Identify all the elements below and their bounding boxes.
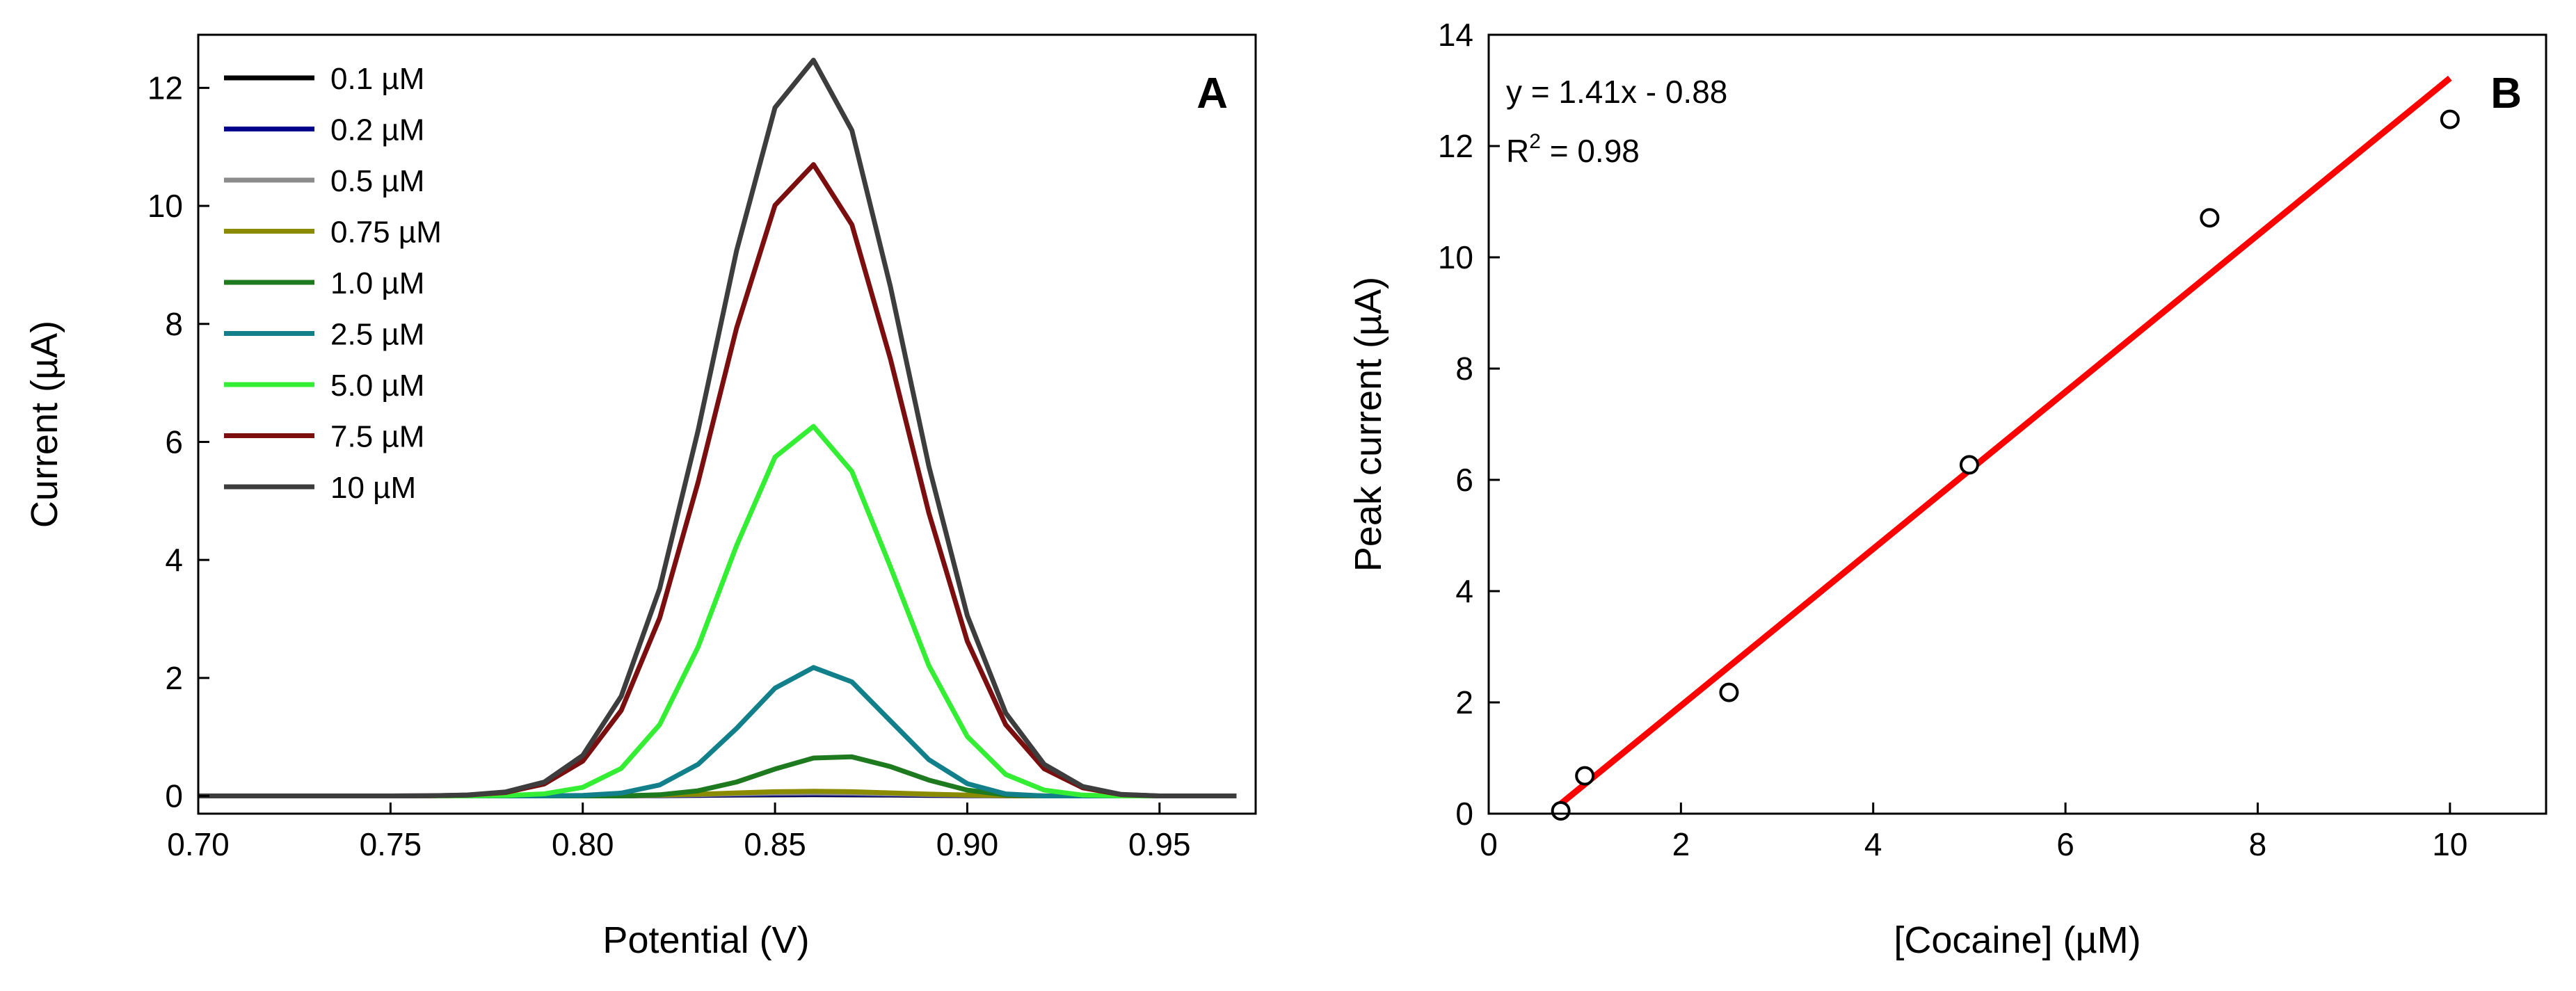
panel-a-y-tick-label: 8 bbox=[165, 306, 183, 342]
panel-a-y-tick-label: 6 bbox=[165, 424, 183, 460]
fit-line bbox=[1555, 75, 2452, 809]
legend-entry-4: 0.75 µM bbox=[330, 216, 442, 250]
legend-entry-6: 2.5 µM bbox=[330, 318, 424, 352]
panel-b-frame bbox=[1487, 33, 2547, 815]
panel-b-fit bbox=[1555, 75, 2452, 809]
data-point-4 bbox=[1959, 455, 1979, 475]
panel-b-x-tick-label: 6 bbox=[2056, 826, 2074, 862]
panel-b-y-axis-label: Peak current (µA) bbox=[1347, 277, 1389, 572]
panel-a-x-tick-label: 0.90 bbox=[936, 826, 999, 862]
panel-b-y-tick-label: 10 bbox=[1438, 239, 1473, 275]
panel-a-y-tick-label: 0 bbox=[165, 778, 183, 814]
panel-a-y-tick-label: 2 bbox=[165, 660, 183, 696]
panel-a-series bbox=[198, 58, 1237, 798]
panel-b-y-tick-label: 8 bbox=[1455, 351, 1473, 387]
panel-a-x-tick-label: 0.85 bbox=[744, 826, 806, 862]
panel-a-label: A bbox=[1197, 70, 1228, 118]
legend-entry-5: 1.0 µM bbox=[330, 266, 424, 300]
legend-entry-2: 0.2 µM bbox=[330, 113, 424, 147]
panel-b-x-tick-label: 10 bbox=[2432, 826, 2467, 862]
data-point-5 bbox=[2200, 208, 2220, 228]
series-line-5 bbox=[198, 754, 1237, 798]
legend-entry-3: 0.5 µM bbox=[330, 164, 424, 198]
data-point-6 bbox=[2440, 109, 2460, 129]
fit-r-squared: R2 = 0.98 bbox=[1506, 130, 1640, 169]
data-point-1 bbox=[1551, 801, 1571, 821]
panel-b: 0 2 4 6 8 10 0 2 4 6 8 10 12 14 B y = 1.41x - 0.88 R… bbox=[1347, 17, 2547, 961]
panel-a-y-axis-label: Current (µA) bbox=[24, 321, 65, 528]
legend-entry-9: 10 µM bbox=[330, 471, 416, 505]
legend-entry-8: 7.5 µM bbox=[330, 420, 424, 454]
r2-superscript: 2 bbox=[1529, 130, 1541, 153]
panel-b-y-tick-label: 14 bbox=[1438, 17, 1473, 53]
r2-value: = 0.98 bbox=[1541, 133, 1640, 169]
panel-b-x-tick-label: 2 bbox=[1672, 826, 1690, 862]
panel-b-points bbox=[1551, 109, 2460, 821]
fit-equation: y = 1.41x - 0.88 bbox=[1506, 74, 1727, 110]
panel-a-y-tick-label: 4 bbox=[165, 542, 183, 578]
panel-a-y-tick-label: 10 bbox=[147, 188, 183, 224]
panel-a-x-tick-label: 0.70 bbox=[167, 826, 230, 862]
data-point-2 bbox=[1575, 766, 1595, 786]
panel-b-label: B bbox=[2490, 70, 2522, 118]
panel-b-y-tick-label: 12 bbox=[1438, 128, 1473, 164]
panel-a-x-tick-label: 0.80 bbox=[552, 826, 614, 862]
panel-a-legend: 0.1 µM 0.2 µM 0.5 µM 0.75 µM 1.0 µM 2.5 µM 5.0… bbox=[224, 62, 442, 505]
panel-a-x-tick-label: 0.95 bbox=[1128, 826, 1191, 862]
legend-entry-1: 0.1 µM bbox=[330, 62, 424, 96]
series-line-6 bbox=[198, 665, 1237, 798]
panel-b-x-axis-label: [Cocaine] (µM) bbox=[1894, 919, 2141, 961]
series-line-9 bbox=[198, 58, 1237, 798]
panel-b-x-tick-label: 0 bbox=[1480, 826, 1498, 862]
panel-a: 0.70 0.75 0.80 0.85 0.90 0.95 0 2 4 6 8 10 12 0.1 µ… bbox=[24, 33, 1257, 961]
panel-b-x-tick-label: 8 bbox=[2249, 826, 2267, 862]
panel-a-frame bbox=[197, 33, 1257, 815]
data-point-3 bbox=[1719, 682, 1739, 702]
panel-a-x-axis-label: Potential (V) bbox=[602, 919, 809, 961]
panel-b-y-tick-label: 6 bbox=[1455, 462, 1473, 498]
panel-b-y-tick-label: 4 bbox=[1455, 573, 1473, 609]
panel-a-x-tick-label: 0.75 bbox=[360, 826, 422, 862]
panel-b-y-tick-label: 2 bbox=[1455, 684, 1473, 720]
panel-a-y-ticks: 0 2 4 6 8 10 12 bbox=[147, 70, 209, 814]
legend-entry-7: 5.0 µM bbox=[330, 369, 424, 403]
panel-a-y-tick-label: 12 bbox=[147, 70, 183, 106]
panel-b-y-tick-label: 0 bbox=[1455, 796, 1473, 832]
r2-base: R bbox=[1506, 133, 1529, 169]
panel-a-x-ticks: 0.70 0.75 0.80 0.85 0.90 0.95 bbox=[167, 803, 1191, 862]
panel-b-x-ticks: 0 2 4 6 8 10 bbox=[1480, 803, 2467, 862]
panel-b-y-ticks: 0 2 4 6 8 10 12 14 bbox=[1438, 17, 1500, 832]
panel-b-x-tick-label: 4 bbox=[1864, 826, 1882, 862]
